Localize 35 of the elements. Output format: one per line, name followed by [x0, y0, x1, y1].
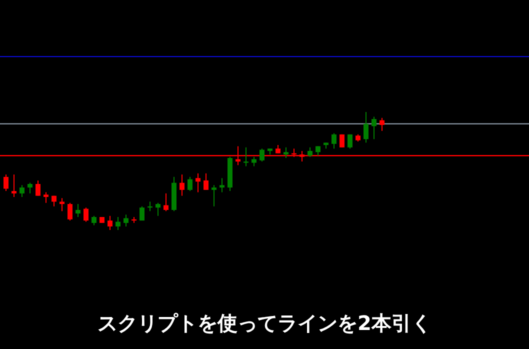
candlestick [84, 207, 88, 222]
candlestick [260, 148, 264, 162]
candlestick [28, 182, 32, 194]
candlestick [340, 134, 344, 148]
candlestick [76, 204, 80, 218]
candlestick [164, 192, 168, 212]
candlestick [308, 146, 312, 158]
candlestick [196, 172, 200, 193]
candlestick [220, 178, 224, 193]
candlestick [4, 174, 8, 192]
candlestick [140, 206, 144, 222]
text: スクリプトを使ってラインを2本引く [98, 311, 432, 335]
candlestick [284, 146, 288, 159]
candlestick [124, 214, 128, 227]
candlestick [44, 192, 48, 204]
candlestick [348, 134, 352, 150]
candlestick [204, 172, 208, 190]
candlestick [180, 174, 184, 196]
candlestick [12, 174, 16, 198]
candlestick [332, 132, 336, 150]
candlestick [20, 184, 24, 198]
candlestick [116, 216, 120, 230]
candlestick [92, 215, 96, 226]
candlestick [68, 202, 72, 222]
candlestick [36, 180, 40, 196]
candlestick [188, 176, 192, 192]
candlestick [212, 184, 216, 207]
candlestick [364, 112, 368, 144]
candlestick [316, 146, 320, 156]
candlestick [108, 215, 112, 230]
candlestick [156, 202, 160, 216]
candlestick [252, 156, 256, 167]
candlestick [60, 198, 64, 212]
candlestick [372, 116, 376, 140]
candlestick [380, 117, 384, 132]
